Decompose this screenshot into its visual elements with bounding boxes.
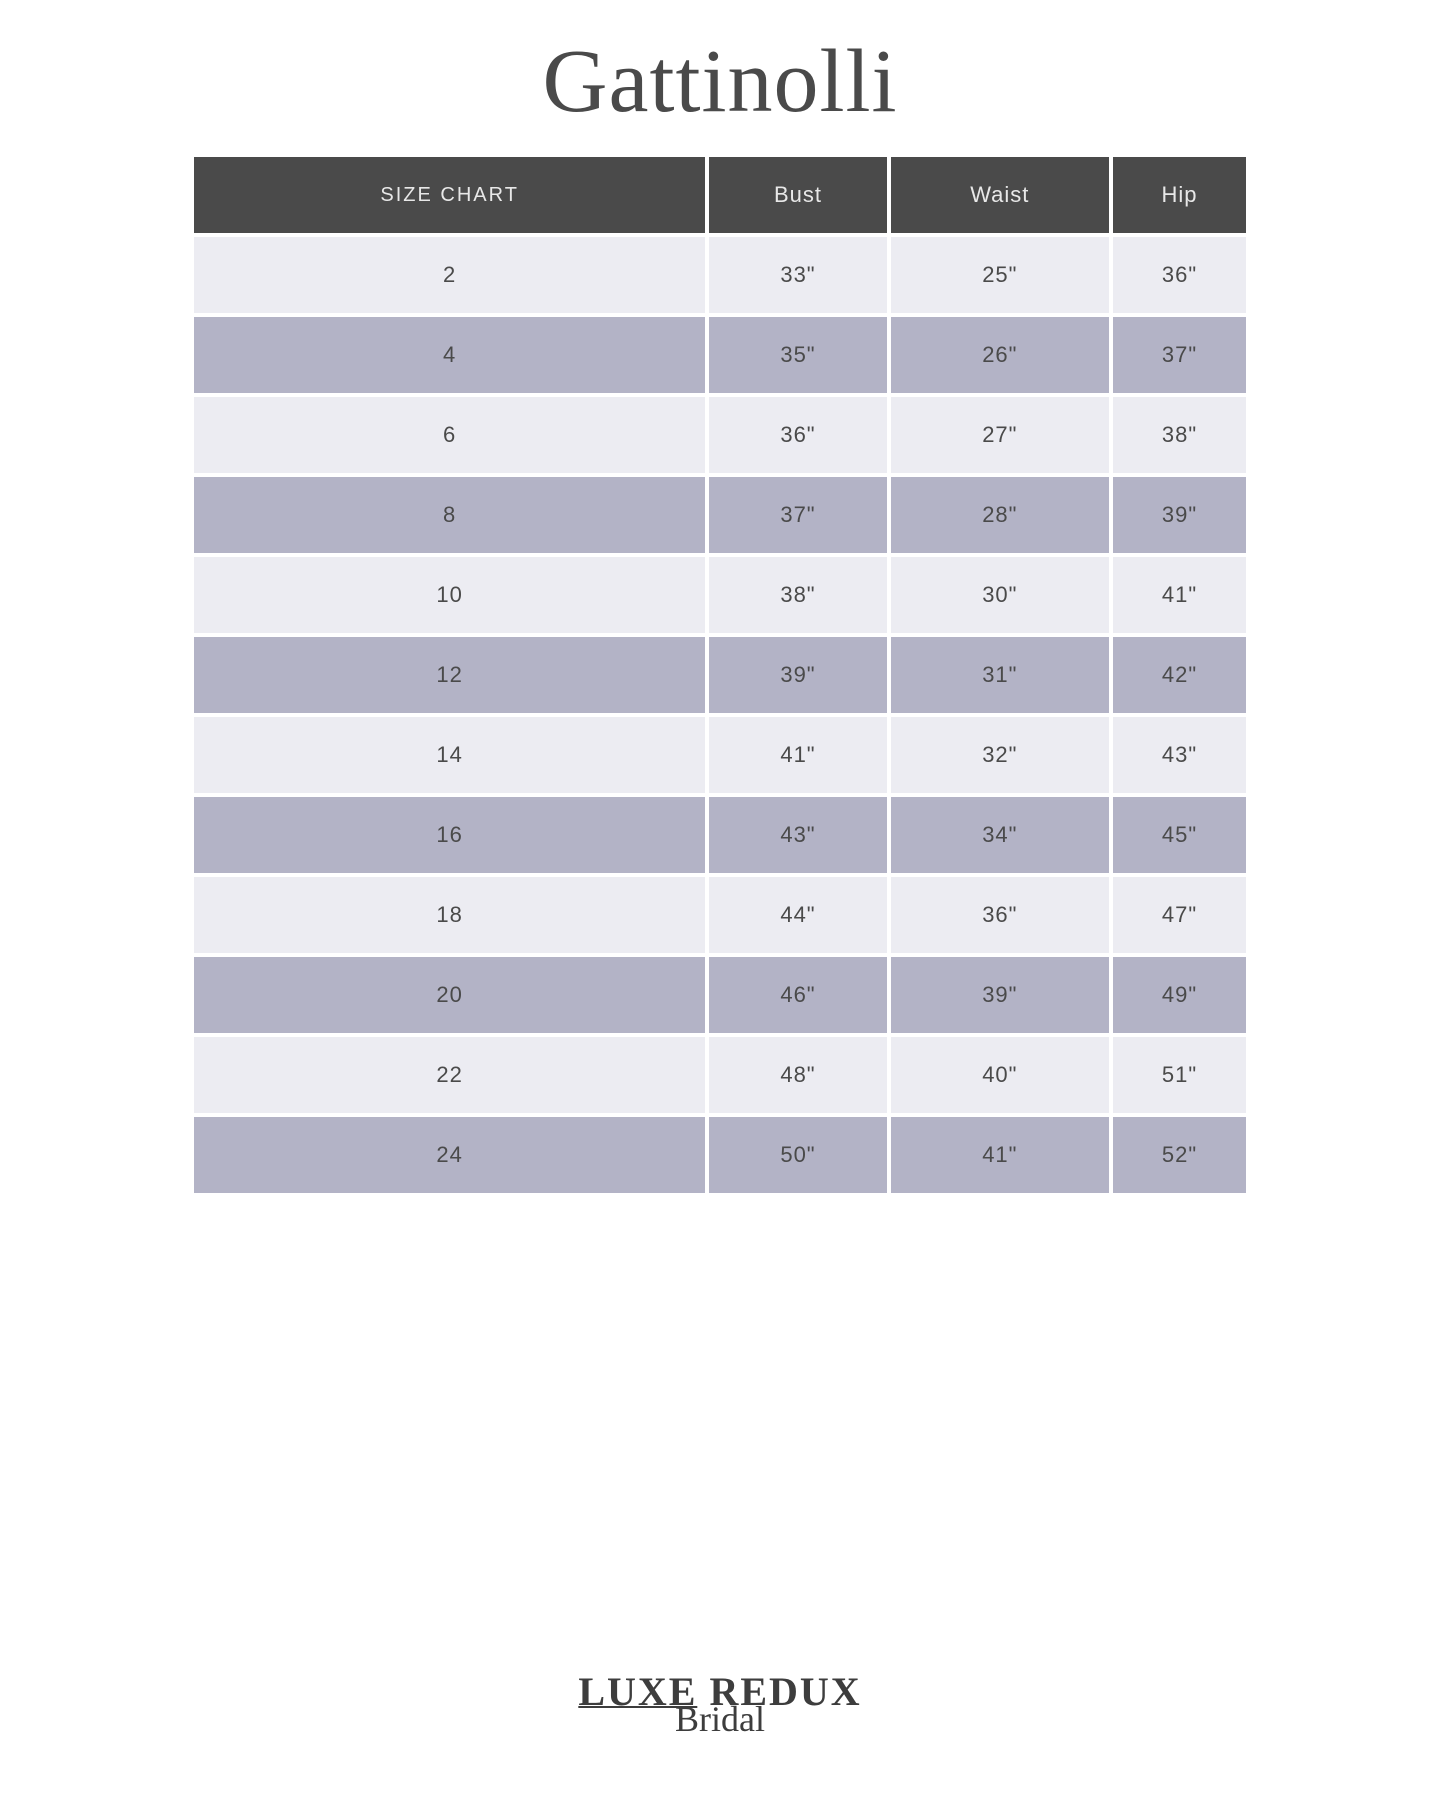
table-row: 2046"39"49" [194, 957, 1246, 1033]
cell-bust: 33" [709, 237, 886, 313]
cell-waist: 31" [891, 637, 1109, 713]
cell-bust: 39" [709, 637, 886, 713]
cell-waist: 40" [891, 1037, 1109, 1113]
cell-bust: 43" [709, 797, 886, 873]
cell-size: 12 [194, 637, 705, 713]
cell-waist: 28" [891, 477, 1109, 553]
cell-hip: 42" [1113, 637, 1246, 713]
cell-size: 2 [194, 237, 705, 313]
cell-bust: 41" [709, 717, 886, 793]
cell-hip: 41" [1113, 557, 1246, 633]
cell-hip: 37" [1113, 317, 1246, 393]
table-row: 2248"40"51" [194, 1037, 1246, 1113]
cell-hip: 47" [1113, 877, 1246, 953]
cell-bust: 44" [709, 877, 886, 953]
table-header: SIZE CHART Bust Waist Hip [194, 157, 1246, 233]
cell-size: 20 [194, 957, 705, 1033]
cell-waist: 25" [891, 237, 1109, 313]
cell-waist: 27" [891, 397, 1109, 473]
table-row: 1844"36"47" [194, 877, 1246, 953]
col-header-bust: Bust [709, 157, 886, 233]
cell-size: 10 [194, 557, 705, 633]
footer-logo: LUXE REDUX Bridal [578, 1672, 861, 1740]
table-row: 1643"34"45" [194, 797, 1246, 873]
cell-bust: 35" [709, 317, 886, 393]
cell-hip: 39" [1113, 477, 1246, 553]
cell-size: 4 [194, 317, 705, 393]
cell-waist: 41" [891, 1117, 1109, 1193]
col-header-size: SIZE CHART [194, 157, 705, 233]
cell-waist: 34" [891, 797, 1109, 873]
cell-hip: 51" [1113, 1037, 1246, 1113]
cell-waist: 36" [891, 877, 1109, 953]
cell-hip: 45" [1113, 797, 1246, 873]
cell-size: 18 [194, 877, 705, 953]
page: Gattinolli SIZE CHART Bust Waist Hip 233… [0, 0, 1440, 1800]
table-row: 1038"30"41" [194, 557, 1246, 633]
table-row: 636"27"38" [194, 397, 1246, 473]
table-row: 233"25"36" [194, 237, 1246, 313]
cell-bust: 38" [709, 557, 886, 633]
table-row: 435"26"37" [194, 317, 1246, 393]
table-row: 1239"31"42" [194, 637, 1246, 713]
cell-waist: 32" [891, 717, 1109, 793]
table-row: 2450"41"52" [194, 1117, 1246, 1193]
table-row: 1441"32"43" [194, 717, 1246, 793]
cell-hip: 52" [1113, 1117, 1246, 1193]
table-row: 837"28"39" [194, 477, 1246, 553]
table-body: 233"25"36"435"26"37"636"27"38"837"28"39"… [194, 237, 1246, 1193]
cell-size: 6 [194, 397, 705, 473]
cell-size: 14 [194, 717, 705, 793]
cell-hip: 38" [1113, 397, 1246, 473]
col-header-waist: Waist [891, 157, 1109, 233]
cell-size: 16 [194, 797, 705, 873]
cell-size: 8 [194, 477, 705, 553]
col-header-hip: Hip [1113, 157, 1246, 233]
cell-waist: 39" [891, 957, 1109, 1033]
cell-hip: 43" [1113, 717, 1246, 793]
cell-size: 24 [194, 1117, 705, 1193]
cell-hip: 49" [1113, 957, 1246, 1033]
cell-hip: 36" [1113, 237, 1246, 313]
table-header-row: SIZE CHART Bust Waist Hip [194, 157, 1246, 233]
cell-waist: 30" [891, 557, 1109, 633]
cell-waist: 26" [891, 317, 1109, 393]
cell-bust: 37" [709, 477, 886, 553]
cell-bust: 36" [709, 397, 886, 473]
cell-bust: 50" [709, 1117, 886, 1193]
cell-bust: 48" [709, 1037, 886, 1113]
size-chart-table: SIZE CHART Bust Waist Hip 233"25"36"435"… [190, 153, 1250, 1197]
cell-size: 22 [194, 1037, 705, 1113]
brand-name: Gattinolli [543, 30, 898, 133]
cell-bust: 46" [709, 957, 886, 1033]
